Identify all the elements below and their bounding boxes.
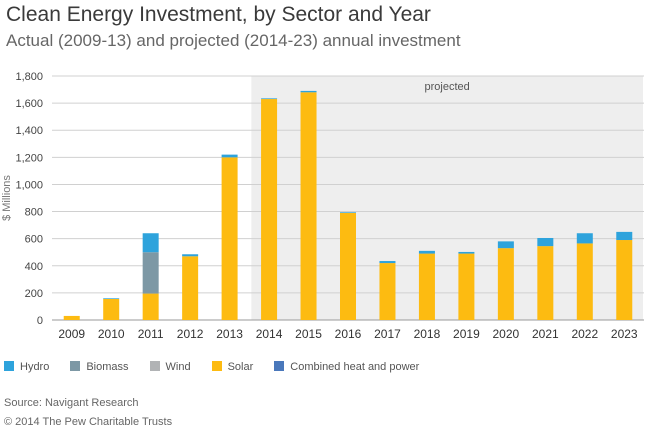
source-note: Source: Navigant Research xyxy=(4,397,139,409)
bar-hydro-2022 xyxy=(576,233,593,244)
bar-solar-2017 xyxy=(379,263,396,320)
bar-hydro-2014 xyxy=(261,98,278,100)
x-tick-label: 2015 xyxy=(295,327,322,341)
y-tick-label: 800 xyxy=(25,207,43,219)
bar-solar-2018 xyxy=(418,253,435,320)
bar-hydro-2010 xyxy=(103,298,120,299)
x-tick-label: 2009 xyxy=(58,327,85,341)
bar-solar-2015 xyxy=(300,92,317,320)
legend-item: Biomass xyxy=(70,361,129,373)
x-tick-label: 2013 xyxy=(216,327,243,341)
x-tick-label: 2020 xyxy=(493,327,520,341)
legend-label: Hydro xyxy=(20,361,50,373)
x-tick-label: 2016 xyxy=(335,327,362,341)
bar-solar-2012 xyxy=(182,256,199,320)
x-tick-label: 2014 xyxy=(256,327,283,341)
bar-solar-2023 xyxy=(616,240,633,320)
y-tick-label: 200 xyxy=(25,288,43,300)
bar-hydro-2021 xyxy=(537,237,554,247)
x-tick-label: 2022 xyxy=(571,327,598,341)
x-tick-label: 2019 xyxy=(453,327,480,341)
bar-hydro-2011 xyxy=(142,233,159,253)
legend-swatch xyxy=(149,361,160,371)
bar-solar-2009 xyxy=(63,315,80,320)
legend-swatch xyxy=(70,361,81,371)
bar-hydro-2012 xyxy=(182,254,199,257)
legend-swatch xyxy=(4,361,14,371)
copyright-note: © 2014 The Pew Charitable Trusts xyxy=(4,416,173,428)
chart-subtitle: Actual (2009-13) and projected (2014-23)… xyxy=(6,31,461,50)
y-tick-label: 1,200 xyxy=(15,152,43,164)
bar-hydro-2023 xyxy=(616,231,633,241)
legend-item: Wind xyxy=(149,361,191,373)
legend-label: Biomass xyxy=(86,361,129,373)
legend-swatch xyxy=(274,361,285,371)
y-tick-label: 1,000 xyxy=(15,179,43,191)
legend-swatch xyxy=(211,361,222,371)
chart-title: Clean Energy Investment, by Sector and Y… xyxy=(6,3,431,26)
y-tick-label: 1,400 xyxy=(15,125,43,137)
bar-hydro-2020 xyxy=(497,241,514,249)
legend-item: Hydro xyxy=(4,361,49,373)
bar-hydro-2013 xyxy=(221,154,238,158)
bar-biomass-2011 xyxy=(142,252,159,294)
y-tick-label: 1,600 xyxy=(15,98,43,110)
x-tick-label: 2021 xyxy=(532,327,559,341)
legend-label: Solar xyxy=(227,361,254,373)
bar-solar-2010 xyxy=(103,298,120,320)
y-axis-label: $ Millions xyxy=(1,175,13,221)
bar-chart: projected 0 200 400 600 800 1,000 1,200 1,400 1,6… xyxy=(1,71,644,341)
bar-solar-2013 xyxy=(221,157,238,320)
legend-label: Wind xyxy=(165,361,191,373)
x-tick-label: 2018 xyxy=(414,327,441,341)
bar-solar-2011 xyxy=(142,293,159,320)
bar-solar-2014 xyxy=(261,99,278,320)
x-tick-label: 2011 xyxy=(138,327,164,341)
bar-hydro-2015 xyxy=(300,90,317,93)
legend: Hydro Biomass Wind Solar Combined heat and p… xyxy=(4,361,440,373)
x-tick-label: 2012 xyxy=(177,327,204,341)
bar-solar-2016 xyxy=(340,212,356,320)
bar-solar-2022 xyxy=(576,243,593,320)
x-tick-label: 2017 xyxy=(374,327,401,341)
x-tick-label: 2023 xyxy=(611,327,638,341)
x-tick-label: 2010 xyxy=(98,327,125,341)
legend-label: Combined heat and power xyxy=(290,361,420,373)
y-tick-label: 600 xyxy=(25,234,43,246)
y-tick-label: 1,800 xyxy=(15,71,43,83)
legend-item: Combined heat and power xyxy=(274,361,419,373)
y-tick-label: 400 xyxy=(25,261,43,273)
bar-hydro-2016 xyxy=(340,212,356,213)
y-tick-label: 0 xyxy=(37,315,43,327)
bar-hydro-2018 xyxy=(418,250,435,254)
bar-solar-2019 xyxy=(458,253,475,320)
projected-label: projected xyxy=(425,81,470,93)
bar-hydro-2019 xyxy=(458,251,475,254)
bar-hydro-2017 xyxy=(379,261,396,264)
bar-solar-2020 xyxy=(497,248,514,320)
bar-solar-2021 xyxy=(537,246,554,320)
legend-item: Solar xyxy=(211,361,254,373)
